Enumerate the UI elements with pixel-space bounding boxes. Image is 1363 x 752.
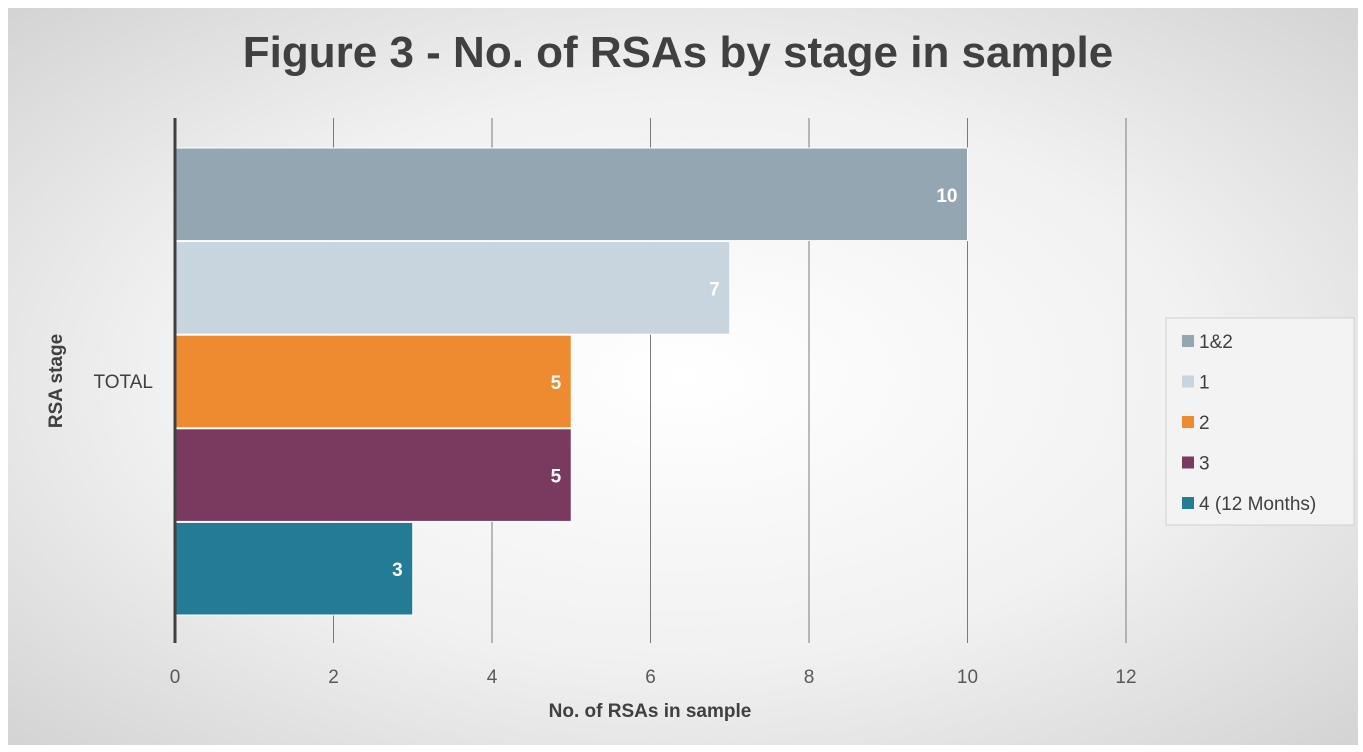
x-tick-label: 0 — [170, 667, 181, 688]
bar — [174, 521, 414, 616]
axes: 0 2 4 6 8 10 12 — [170, 118, 1137, 688]
legend-swatch — [1182, 375, 1194, 388]
data-labels: 10 7 5 5 3 — [392, 186, 957, 581]
legend-entry: 3 — [1199, 454, 1210, 475]
legend: 1&2 1 2 3 4 (12 Months) — [1165, 317, 1355, 526]
legend-swatch — [1182, 497, 1194, 509]
bar — [174, 241, 731, 335]
bar-data-label: 5 — [551, 467, 562, 488]
legend-entry: 2 — [1199, 413, 1210, 434]
bar-data-label: 7 — [709, 279, 720, 300]
bar — [174, 334, 572, 429]
y-axis-title: RSA stage — [46, 334, 67, 428]
legend-entry: 1&2 — [1199, 332, 1233, 353]
bar-data-label: 10 — [936, 186, 957, 207]
x-tick-label: 10 — [957, 667, 978, 688]
legend-entry: 4 (12 Months) — [1199, 494, 1316, 515]
x-tick-label: 8 — [804, 667, 815, 688]
bar — [174, 428, 572, 522]
chart-title: Figure 3 - No. of RSAs by stage in sampl… — [243, 28, 1113, 77]
x-tick-label: 6 — [645, 667, 656, 688]
category-label-total: TOTAL — [94, 372, 153, 393]
legend-swatch — [1182, 416, 1194, 428]
legend-entry: 1 — [1199, 373, 1210, 394]
x-tick-label: 2 — [328, 667, 339, 688]
legend-swatch — [1182, 456, 1194, 469]
bar-data-label: 3 — [392, 560, 403, 581]
x-axis-title: No. of RSAs in sample — [549, 701, 752, 722]
x-tick-label: 4 — [487, 667, 498, 688]
legend-box — [1165, 317, 1355, 526]
bar — [174, 147, 968, 242]
bar-data-label: 5 — [551, 373, 562, 394]
legend-swatch — [1182, 335, 1194, 347]
x-tick-label: 12 — [1115, 667, 1136, 688]
bar-series — [174, 147, 968, 616]
